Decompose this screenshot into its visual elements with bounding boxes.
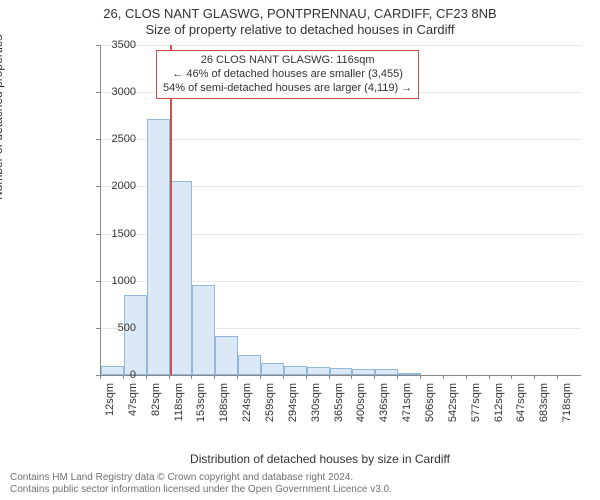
x-tick-mark xyxy=(351,375,352,379)
x-tick-label: 82sqm xyxy=(150,383,162,443)
y-tick-mark xyxy=(96,328,100,329)
x-tick-label: 436sqm xyxy=(378,383,390,443)
gridline xyxy=(101,139,581,140)
histogram-bar xyxy=(398,373,421,375)
x-tick-label: 47sqm xyxy=(127,383,139,443)
x-tick-label: 118sqm xyxy=(173,383,185,443)
histogram-bar xyxy=(147,119,170,375)
y-tick-label: 500 xyxy=(98,322,136,334)
plot-area: 26 CLOS NANT GLASWG: 116sqm← 46% of deta… xyxy=(100,45,581,376)
x-tick-mark xyxy=(306,375,307,379)
histogram-bar xyxy=(124,295,147,375)
x-tick-label: 718sqm xyxy=(561,383,573,443)
x-tick-mark xyxy=(260,375,261,379)
y-tick-mark xyxy=(96,45,100,46)
x-axis-label: Distribution of detached houses by size … xyxy=(60,452,580,466)
histogram-bar xyxy=(375,369,398,375)
x-tick-label: 153sqm xyxy=(195,383,207,443)
x-tick-label: 506sqm xyxy=(424,383,436,443)
footer-line-1: Contains HM Land Registry data © Crown c… xyxy=(10,472,392,484)
x-tick-label: 542sqm xyxy=(447,383,459,443)
histogram-bar xyxy=(284,366,307,375)
histogram-bar xyxy=(215,336,238,375)
x-tick-label: 12sqm xyxy=(104,383,116,443)
histogram-bar xyxy=(330,368,353,375)
x-tick-mark xyxy=(534,375,535,379)
x-tick-label: 330sqm xyxy=(310,383,322,443)
page-subtitle: Size of property relative to detached ho… xyxy=(0,22,600,38)
y-tick-label: 1500 xyxy=(98,228,136,240)
y-tick-label: 2500 xyxy=(98,133,136,145)
x-tick-mark xyxy=(557,375,558,379)
x-tick-mark xyxy=(214,375,215,379)
histogram-bar xyxy=(238,355,261,375)
x-tick-label: 612sqm xyxy=(493,383,505,443)
x-tick-label: 294sqm xyxy=(287,383,299,443)
annotation-box: 26 CLOS NANT GLASWG: 116sqm← 46% of deta… xyxy=(156,50,419,99)
x-tick-mark xyxy=(466,375,467,379)
y-tick-mark xyxy=(96,139,100,140)
y-tick-mark xyxy=(96,92,100,93)
x-tick-mark xyxy=(397,375,398,379)
y-tick-mark xyxy=(96,234,100,235)
footer-attribution: Contains HM Land Registry data © Crown c… xyxy=(10,472,392,496)
histogram-bar xyxy=(352,369,375,375)
chart-container: 26, CLOS NANT GLASWG, PONTPRENNAU, CARDI… xyxy=(0,0,600,500)
page-title: 26, CLOS NANT GLASWG, PONTPRENNAU, CARDI… xyxy=(0,0,600,22)
histogram-bar xyxy=(307,367,330,375)
x-tick-label: 188sqm xyxy=(218,383,230,443)
histogram-bar xyxy=(192,285,215,376)
x-tick-mark xyxy=(443,375,444,379)
x-tick-mark xyxy=(237,375,238,379)
x-tick-mark xyxy=(329,375,330,379)
y-tick-label: 1000 xyxy=(98,275,136,287)
x-tick-mark xyxy=(511,375,512,379)
x-tick-label: 400sqm xyxy=(355,383,367,443)
y-tick-mark xyxy=(96,186,100,187)
annotation-line: 54% of semi-detached houses are larger (… xyxy=(163,82,412,96)
histogram-bar xyxy=(261,363,284,375)
gridline xyxy=(101,45,581,46)
x-tick-mark xyxy=(100,375,101,379)
x-tick-mark xyxy=(420,375,421,379)
x-tick-label: 683sqm xyxy=(538,383,550,443)
annotation-line: ← 46% of detached houses are smaller (3,… xyxy=(163,68,412,82)
y-tick-label: 2000 xyxy=(98,180,136,192)
y-tick-mark xyxy=(96,281,100,282)
footer-line-2: Contains public sector information licen… xyxy=(10,484,392,496)
x-tick-label: 365sqm xyxy=(333,383,345,443)
y-tick-label: 0 xyxy=(98,369,136,381)
y-tick-label: 3000 xyxy=(98,86,136,98)
x-tick-label: 577sqm xyxy=(470,383,482,443)
x-tick-label: 224sqm xyxy=(241,383,253,443)
y-axis-label: Number of detached properties xyxy=(0,35,5,200)
x-tick-label: 471sqm xyxy=(401,383,413,443)
x-tick-mark xyxy=(191,375,192,379)
x-tick-mark xyxy=(283,375,284,379)
x-tick-mark xyxy=(146,375,147,379)
x-tick-label: 259sqm xyxy=(264,383,276,443)
x-tick-label: 647sqm xyxy=(515,383,527,443)
histogram-bar xyxy=(170,181,193,375)
x-tick-mark xyxy=(169,375,170,379)
y-tick-label: 3500 xyxy=(98,39,136,51)
x-tick-mark xyxy=(489,375,490,379)
x-tick-mark xyxy=(123,375,124,379)
x-tick-mark xyxy=(374,375,375,379)
annotation-line: 26 CLOS NANT GLASWG: 116sqm xyxy=(163,54,412,68)
chart-area: 26 CLOS NANT GLASWG: 116sqm← 46% of deta… xyxy=(60,45,580,415)
